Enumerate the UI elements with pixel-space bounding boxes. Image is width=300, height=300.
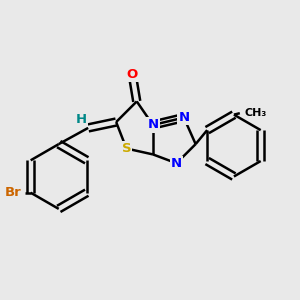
Text: CH₃: CH₃	[245, 108, 267, 118]
Text: H: H	[76, 113, 87, 126]
Text: N: N	[171, 157, 182, 170]
Text: Br: Br	[4, 186, 21, 199]
Text: N: N	[178, 111, 189, 124]
Text: S: S	[122, 142, 131, 155]
Text: O: O	[127, 68, 138, 81]
Text: N: N	[147, 118, 158, 131]
